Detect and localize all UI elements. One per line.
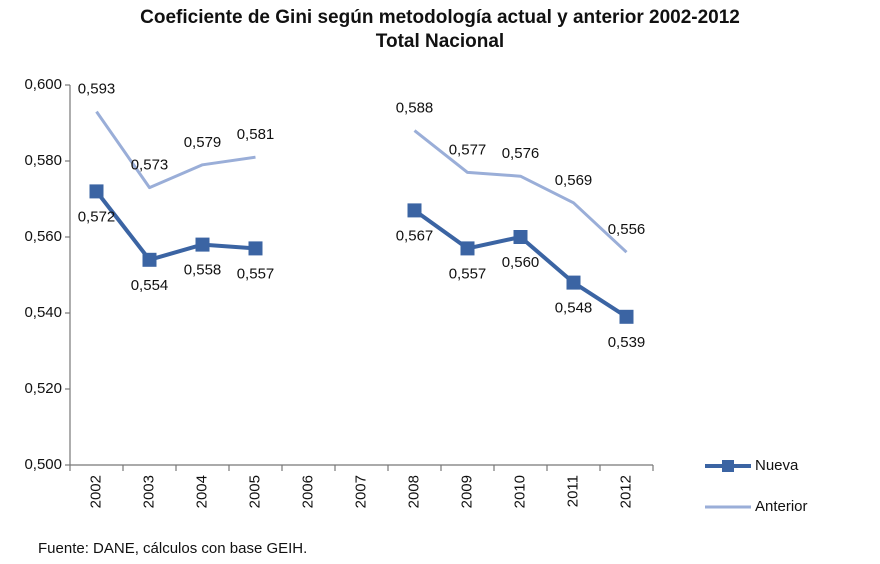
data-label: 0,576: [502, 145, 540, 162]
data-label: 0,588: [396, 100, 434, 117]
marker: [513, 230, 528, 244]
data-label: 0,557: [449, 265, 487, 282]
data-label: 0,569: [555, 172, 593, 189]
marker: [89, 184, 104, 199]
marker: [248, 241, 263, 256]
x-tick-label: 2004: [193, 475, 210, 508]
marker: [566, 275, 581, 290]
x-tick-label: 2006: [299, 475, 316, 508]
x-tick-label: 2012: [617, 475, 634, 508]
source-note: Fuente: DANE, cálculos con base GEIH.: [38, 540, 307, 557]
data-label: 0,573: [131, 157, 169, 174]
data-label: 0,581: [237, 126, 275, 143]
marker: [460, 241, 475, 256]
data-label: 0,558: [184, 262, 222, 279]
legend-label: Nueva: [755, 457, 799, 474]
x-tick-label: 2011: [564, 475, 581, 507]
legend-label: Anterior: [755, 498, 808, 515]
x-tick-label: 2002: [87, 475, 104, 508]
x-tick-label: 2007: [352, 475, 369, 508]
marker: [142, 252, 157, 267]
chart-title: Coeficiente de Gini según metodología ac…: [140, 7, 740, 28]
series-line: [94, 190, 628, 319]
y-tick-label: 0,540: [24, 304, 62, 321]
series-line: [95, 110, 628, 254]
data-label: 0,567: [396, 227, 434, 244]
legend-marker: [722, 460, 734, 472]
data-label: 0,539: [608, 334, 646, 351]
x-tick-label: 2008: [405, 475, 422, 508]
data-label: 0,557: [237, 265, 275, 282]
x-tick-label: 2003: [140, 475, 157, 508]
y-tick-label: 0,580: [24, 152, 62, 169]
data-label: 0,572: [78, 208, 116, 225]
chart-subtitle: Total Nacional: [376, 31, 504, 52]
marker: [407, 203, 422, 218]
y-tick-label: 0,560: [24, 228, 62, 245]
marker: [619, 309, 634, 324]
y-tick-label: 0,520: [24, 380, 62, 397]
data-label: 0,560: [502, 254, 540, 271]
y-tick-label: 0,500: [24, 456, 62, 473]
data-label: 0,554: [131, 277, 169, 294]
data-label: 0,556: [608, 221, 646, 238]
x-tick-label: 2010: [511, 475, 528, 508]
marker: [195, 237, 210, 252]
data-label: 0,577: [449, 141, 487, 158]
x-tick-label: 2009: [458, 475, 475, 508]
data-label: 0,593: [78, 81, 116, 98]
x-tick-label: 2005: [246, 475, 263, 508]
data-label: 0,579: [184, 134, 222, 151]
data-label: 0,548: [555, 300, 593, 317]
y-tick-label: 0,600: [24, 76, 62, 93]
